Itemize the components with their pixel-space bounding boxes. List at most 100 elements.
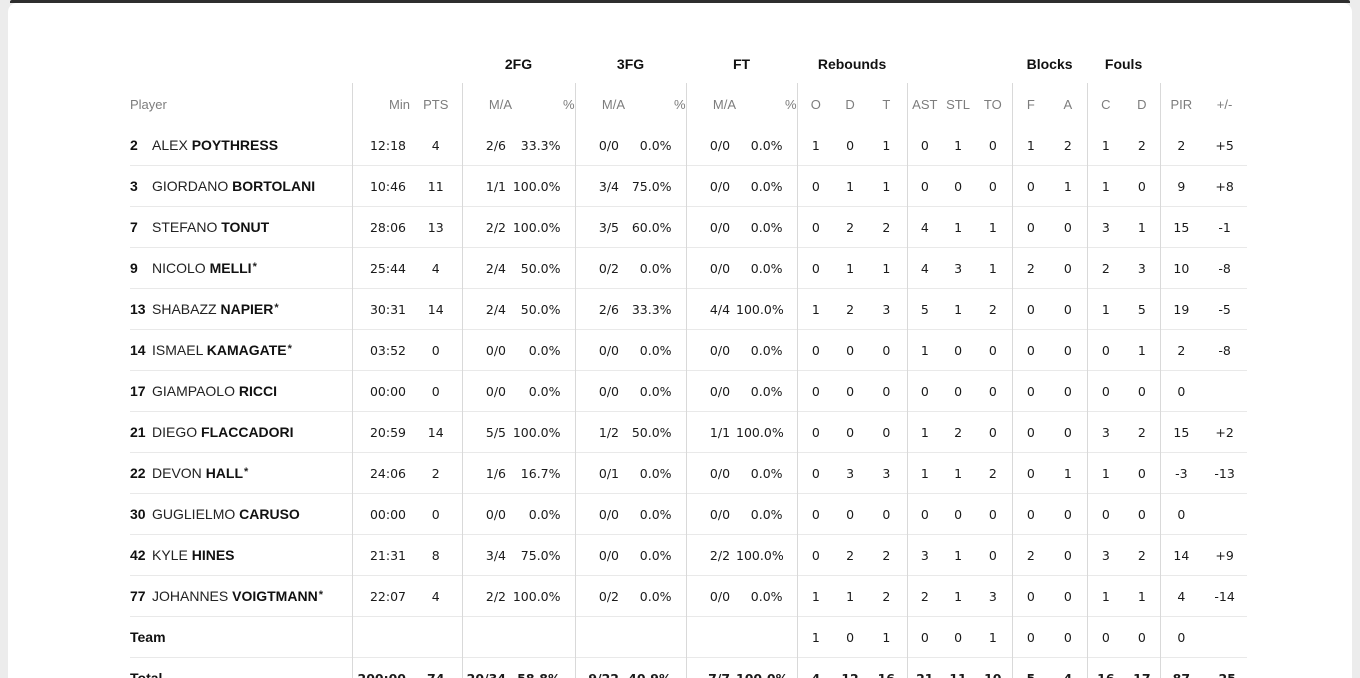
stat-fouls-committed: 1 [1086,125,1125,166]
player-row: 13 SHABAZZ NAPIER* 30:31 14 2/4 50.0% 2/… [130,288,1248,330]
stat-3fg-ma: 0/0 [574,329,626,371]
stat-reb-offensive: 0 [796,452,835,494]
group-3fg: 3FG [616,56,645,72]
player-first-name: ALEX [152,137,192,153]
stat-assists: 0 [906,493,943,535]
player-name-cell[interactable]: DEVON HALL* [152,453,352,494]
stat-2fg-ma: 0/0 [461,493,512,535]
stat-min [351,616,410,658]
stat-fouls-drawn: 2 [1137,547,1146,563]
stat-assists: 1 [906,329,943,371]
player-name-cell[interactable]: GIORDANO BORTOLANI [152,166,352,207]
stat-reb-total: 3 [882,301,891,317]
stat-steals: 0 [954,178,963,194]
stat-steals: 0 [954,342,963,358]
group-blocks: Blocks [1026,56,1073,72]
col-reb-t: T [882,96,891,112]
player-first-name: GIORDANO [152,178,233,194]
player-name-cell[interactable]: SHABAZZ NAPIER* [152,289,352,330]
stat-blocks-favour: 2 [1011,247,1050,289]
stat-ft-pct: 0.0% [750,178,783,194]
stat-2fg-pct: 50.0% [520,260,561,276]
group-spacer [130,45,462,83]
player-name-cell[interactable]: ALEX POYTHRESS [152,125,352,166]
stat-turnovers: 3 [988,588,997,604]
player-name-cell[interactable]: GIAMPAOLO RICCI [152,371,352,412]
stat-fouls-committed: 3 [1086,206,1125,248]
player-number: 7 [130,219,138,235]
stat-3fg-ma: 1/2 [574,411,626,453]
col-block-against: A [1063,96,1073,112]
col-2fg-pct: % [562,96,575,112]
stat-fouls-committed: 0 [1086,493,1125,535]
stat-3fg-pct: 40.9% [628,670,672,678]
stat-3fg-pct: 33.3% [631,301,672,317]
stat-ft-pct: 0.0% [750,260,783,276]
player-last-name: KAMAGATE [206,342,287,358]
row-label: Team [130,629,166,645]
stat-2fg-ma: 2/2 [461,575,512,617]
player-name-cell[interactable]: NICOLO MELLI* [152,248,352,289]
col-3fg-pct: % [673,96,686,112]
stat-fouls-committed: 16 [1086,657,1125,678]
player-last-name: TONUT [221,219,270,235]
stat-fouls-drawn: 1 [1137,342,1146,358]
stat-3fg-ma: 2/6 [574,288,626,330]
player-name-cell[interactable]: STEFANO TONUT [152,207,352,248]
stat-fouls-drawn: 2 [1137,137,1146,153]
stat-ft-ma [685,616,737,658]
stat-3fg-ma: 3/4 [574,165,626,207]
player-name-cell[interactable]: GUGLIELMO CARUSO [152,494,352,535]
player-name-cell[interactable]: KYLE HINES [152,535,352,576]
player-number: 14 [130,342,146,358]
stat-plus-minus: -8 [1218,342,1231,358]
stat-pts: 13 [427,219,444,235]
stat-min: 12:18 [351,125,410,166]
stat-blocks-against: 1 [1063,465,1072,481]
stat-2fg-ma [461,616,512,658]
stat-pts: 0 [431,383,440,399]
stat-pts: 4 [431,588,440,604]
row-label: Total [130,670,163,678]
stat-3fg-ma: 9/22 [574,657,626,678]
stat-pir: -3 [1159,452,1203,494]
stat-steals: 1 [954,588,963,604]
stat-ft-pct: 100.0% [736,547,784,563]
stat-turnovers: 0 [988,547,997,563]
column-header-row: Player Min PTS M/A % M/A % M/A % O D T A… [130,83,1247,125]
stat-pir: 0 [1159,370,1203,412]
stat-reb-defensive: 1 [846,260,855,276]
stat-reb-offensive: 0 [796,165,835,207]
stat-3fg-pct: 0.0% [639,137,672,153]
stat-2fg-pct: 100.0% [512,424,561,440]
stat-2fg-ma: 0/0 [461,370,512,412]
stat-steals: 0 [954,506,963,522]
stat-2fg-pct: 75.0% [520,547,561,563]
stat-reb-defensive: 0 [846,424,855,440]
stat-min: 00:00 [351,370,410,412]
player-name-cell[interactable]: JOHANNES VOIGTMANN* [152,576,352,617]
stat-fouls-drawn: 0 [1137,506,1146,522]
stat-pir: 0 [1159,493,1203,535]
stat-3fg-pct: 0.0% [639,588,672,604]
stat-assists: 0 [906,616,943,658]
player-name-cell[interactable]: DIEGO FLACCADORI [152,412,352,453]
stat-blocks-favour: 0 [1011,616,1050,658]
stat-pts: 74 [427,670,445,678]
player-row: 2 ALEX POYTHRESS 12:18 4 2/6 33.3% 0/0 0… [130,125,1248,166]
stat-2fg-pct: 0.0% [528,506,561,522]
player-last-name: CARUSO [239,506,300,522]
stat-steals: 1 [954,465,963,481]
stat-reb-total: 2 [882,547,891,563]
stat-3fg-pct: 0.0% [639,342,672,358]
stat-assists: 1 [906,411,943,453]
col-ft-ma: M/A [685,83,737,125]
stat-plus-minus: +5 [1215,137,1234,153]
player-name-cell[interactable]: ISMAEL KAMAGATE* [152,330,352,371]
stat-plus-minus: -14 [1214,588,1235,604]
stat-reb-offensive: 1 [796,125,835,166]
stat-reb-defensive: 0 [846,506,855,522]
col-stl: STL [946,96,970,112]
group-header-row: 2FG 3FG FT Rebounds Blocks Fouls [130,45,1247,83]
stat-ft-ma: 1/1 [685,411,737,453]
